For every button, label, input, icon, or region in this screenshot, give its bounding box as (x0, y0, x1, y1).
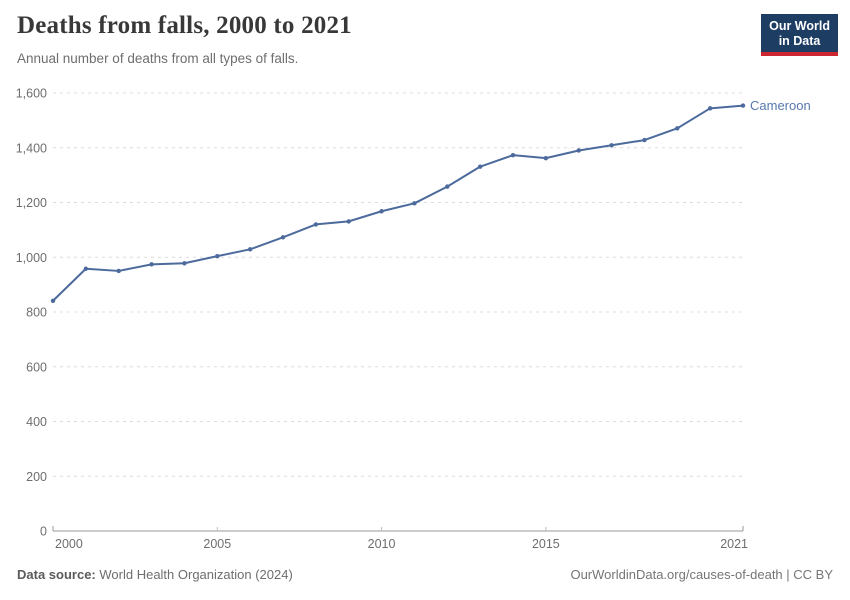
x-axis-tick-label: 2010 (368, 537, 396, 551)
x-axis-tick-label: 2021 (720, 537, 748, 551)
chart-footer: Data source: World Health Organization (… (17, 567, 833, 582)
data-source-value: World Health Organization (2024) (99, 567, 293, 582)
data-point[interactable] (543, 155, 549, 161)
entity-label[interactable]: Cameroon (750, 98, 811, 113)
y-axis-tick-label: 0 (40, 525, 47, 539)
x-axis-tick-label: 2000 (55, 537, 83, 551)
data-line (52, 104, 744, 302)
line-chart-plot[interactable]: 0 200 400 600 800 1,000 1,200 1,400 1,600 2000 200… (0, 80, 850, 560)
y-axis-tick-label: 600 (26, 360, 47, 374)
y-axis-tick-label: 1,000 (16, 251, 47, 265)
data-point[interactable] (215, 253, 220, 259)
owid-logo-line2: in Data (778, 34, 821, 48)
y-axis-tick-label: 800 (26, 306, 47, 320)
data-point[interactable] (642, 137, 647, 143)
data-point[interactable] (379, 209, 384, 214)
data-point[interactable] (50, 298, 56, 303)
data-point[interactable] (346, 219, 351, 224)
x-axis-tick-label: 2015 (532, 537, 560, 551)
owid-logo-line1: Our World (769, 19, 830, 33)
data-point[interactable] (116, 268, 121, 274)
data-source: Data source: World Health Organization (… (17, 567, 293, 582)
footer-license-link[interactable]: OurWorldinData.org/causes-of-death | CC … (570, 567, 833, 582)
data-point[interactable] (83, 266, 89, 271)
y-axis-tick-label: 200 (26, 470, 47, 484)
chart-title: Deaths from falls, 2000 to 2021 (17, 12, 352, 39)
y-axis-tick-label: 1,600 (16, 87, 47, 101)
data-point[interactable] (740, 103, 746, 108)
y-axis-tick-label: 400 (26, 415, 47, 429)
y-axis-tick-label: 1,400 (16, 141, 47, 155)
data-point[interactable] (182, 261, 187, 266)
data-point[interactable] (445, 184, 450, 189)
data-point[interactable] (149, 262, 154, 267)
data-point[interactable] (313, 222, 319, 227)
data-point[interactable] (707, 106, 713, 111)
data-point[interactable] (247, 247, 253, 252)
data-point[interactable] (412, 201, 417, 206)
chart-subtitle: Annual number of deaths from all types o… (17, 51, 299, 66)
data-point[interactable] (576, 148, 581, 153)
data-point[interactable] (675, 126, 680, 131)
owid-logo[interactable]: Our World in Data (761, 14, 838, 56)
x-axis-tick-label: 2005 (203, 537, 231, 551)
y-axis-tick-label: 1,200 (16, 196, 47, 210)
data-point[interactable] (609, 143, 614, 148)
data-point[interactable] (280, 235, 286, 240)
data-source-label: Data source: (17, 567, 96, 582)
data-point[interactable] (477, 164, 483, 169)
data-point[interactable] (510, 152, 516, 158)
